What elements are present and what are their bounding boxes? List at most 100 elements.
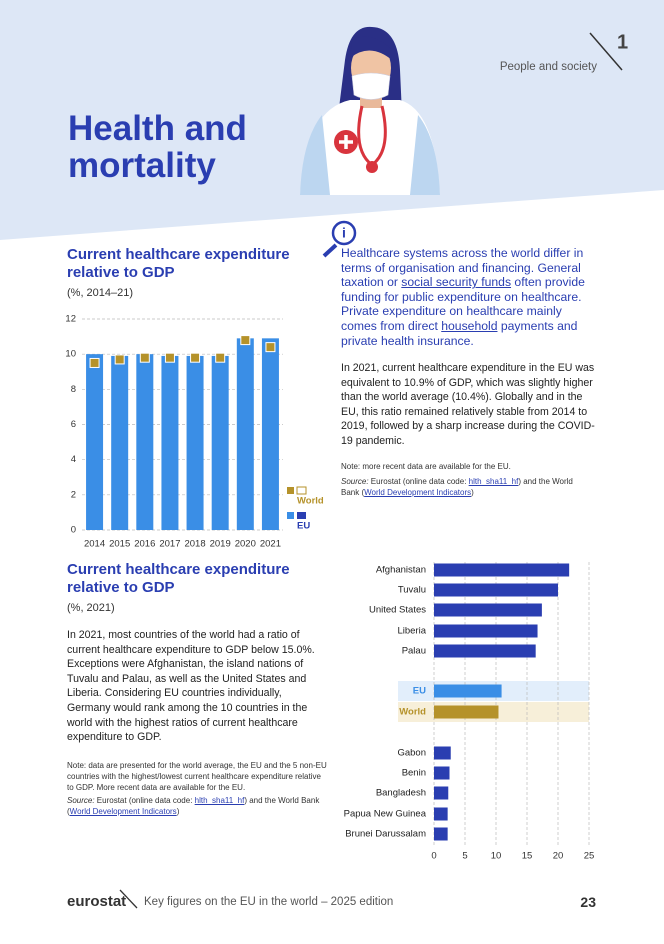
y-tick-label: 0 <box>71 525 76 536</box>
legend-label: World <box>297 496 324 507</box>
y-tick-label: 8 <box>71 384 76 395</box>
bar <box>434 644 536 658</box>
x-tick-label: 5 <box>462 851 467 862</box>
x-tick-label: 2020 <box>235 539 256 550</box>
x-tick-label: 10 <box>491 851 502 862</box>
callout-text: payments and private health insurance. <box>341 318 578 348</box>
section-slash <box>589 32 623 71</box>
bar <box>86 354 104 530</box>
y-tick-label: Papua New Guinea <box>344 809 427 820</box>
chart-2: 0 5 10 15 20 25 Afghanistan Tuvalu United States… <box>344 562 595 862</box>
y-tick-label: United States <box>369 605 426 616</box>
y-tick-label: 6 <box>71 419 76 430</box>
y-tick-label: 10 <box>65 349 76 360</box>
bar <box>434 827 448 841</box>
source: Source: Eurostat (online data code: hlth… <box>341 476 591 498</box>
legend-swatch <box>287 487 294 494</box>
callout-link[interactable]: household <box>441 318 498 333</box>
callout: Healthcare systems across the world diff… <box>341 246 599 348</box>
paragraph: In 2021, current healthcare expenditure … <box>341 362 595 447</box>
source-text: ) <box>176 807 180 816</box>
bar <box>434 583 558 597</box>
page-number: 23 <box>580 894 596 910</box>
x-tick-label: 15 <box>522 851 533 862</box>
svg-text:i: i <box>342 225 346 241</box>
callout-link[interactable]: social security funds <box>401 275 512 290</box>
bar <box>434 684 502 698</box>
source-link[interactable]: hlth_sha11_hf <box>468 477 519 486</box>
x-tick-label: 2019 <box>210 539 231 550</box>
source-label: Source: <box>67 796 95 805</box>
y-tick-label: 12 <box>65 314 76 325</box>
x-tick-label: 2015 <box>109 539 130 550</box>
source-link[interactable]: hlth_sha11_hf <box>194 796 245 805</box>
y-tick-label: Palau <box>402 646 426 657</box>
chart-1: 0 2 4 6 8 10 12 2014 2015 2016 2017 2018 2019 2020 202… <box>65 314 324 550</box>
x-tick-label: 2018 <box>184 539 205 550</box>
marker <box>190 352 201 363</box>
source-link[interactable]: World Development Indicators <box>364 488 472 497</box>
bar <box>261 338 279 530</box>
legend-icon <box>297 512 306 519</box>
bar <box>211 355 229 530</box>
source-text: ) <box>471 488 474 497</box>
bar <box>186 355 204 530</box>
page-title: Health and mortality <box>68 109 247 185</box>
publication: Key figures on the EU in the world – 202… <box>144 896 394 908</box>
x-tick-label: 2021 <box>260 539 281 550</box>
bar <box>434 603 542 617</box>
marker <box>114 354 125 365</box>
legend-label: EU <box>297 521 310 532</box>
y-tick-label: Tuvalu <box>398 585 426 596</box>
source-text: ) and the World Bank ( <box>67 796 320 816</box>
brand: eurostat <box>67 893 127 910</box>
note: Note: data are presented for the world a… <box>67 761 327 792</box>
bar <box>434 746 451 760</box>
x-tick-label: 20 <box>553 851 564 862</box>
bar <box>434 705 499 719</box>
source-text: ) and the World Bank ( <box>341 477 573 497</box>
y-tick-label: Brunei Darussalam <box>345 829 426 840</box>
y-tick-label: 2 <box>71 489 76 500</box>
x-tick-label: 0 <box>431 851 436 862</box>
marker <box>139 352 150 363</box>
bar <box>161 355 179 530</box>
callout-text: often provide funding for public expendi… <box>341 275 585 333</box>
marker <box>164 352 175 363</box>
callout-text: Healthcare systems across the world diff… <box>341 246 584 290</box>
marker <box>240 335 251 346</box>
y-tick-label: Liberia <box>397 626 426 637</box>
section-name: People and society <box>500 61 597 73</box>
legend-swatch <box>287 512 294 519</box>
source: Source: Eurostat (online data code: hlth… <box>67 795 327 817</box>
y-tick-label: Bangladesh <box>376 788 426 799</box>
bar <box>111 355 129 530</box>
chart-title: Current healthcare expenditure relative … <box>67 561 290 596</box>
bar <box>434 786 449 800</box>
bar <box>434 624 538 638</box>
marker <box>215 352 226 363</box>
bar <box>434 766 450 780</box>
marker <box>265 342 276 353</box>
info-icon: i <box>322 220 357 258</box>
section-number: 1 <box>617 31 628 53</box>
source-link[interactable]: World Development Indicators <box>69 807 177 816</box>
source-text: Eurostat (online data code: <box>94 796 195 805</box>
legend-icon <box>296 486 307 495</box>
y-tick-label: Gabon <box>397 748 426 759</box>
chart-subtitle: (%, 2014–21) <box>67 287 134 299</box>
y-tick-label: World <box>399 707 426 718</box>
x-tick-label: 25 <box>584 851 595 862</box>
bar <box>434 563 570 577</box>
x-tick-label: 2017 <box>159 539 180 550</box>
y-tick-label: 4 <box>71 454 76 465</box>
paragraph: In 2021, most countries of the world had… <box>67 629 315 744</box>
footer-slash <box>119 889 138 909</box>
y-tick-label: EU <box>413 686 426 697</box>
source-label: Source: <box>341 477 369 486</box>
marker <box>89 357 100 368</box>
doctor-illustration <box>300 26 440 195</box>
source-text: Eurostat (online data code: <box>368 477 469 486</box>
